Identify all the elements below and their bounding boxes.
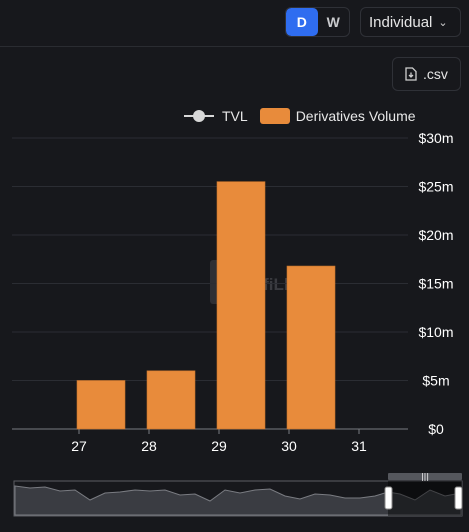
y-tick-label: $5m xyxy=(422,373,449,389)
bar-derivatives-volume xyxy=(216,181,266,430)
csv-label: .csv xyxy=(423,66,448,82)
y-tick-label: $10m xyxy=(418,324,453,340)
y-tick-label: $15m xyxy=(418,276,453,292)
y-tick-label: $0 xyxy=(428,421,444,437)
brush-selection[interactable] xyxy=(388,481,462,516)
chart-legend: TVL Derivatives Volume xyxy=(184,106,428,126)
brush-right-handle[interactable] xyxy=(454,486,463,510)
daily-toggle-button[interactable]: D xyxy=(286,8,318,36)
x-tick-label: 31 xyxy=(351,438,367,454)
mode-select-value: Individual xyxy=(369,13,433,31)
y-tick-label: $20m xyxy=(418,227,453,243)
brush-left-handle[interactable] xyxy=(384,486,393,510)
weekly-toggle-button[interactable]: W xyxy=(326,14,340,30)
top-toolbar: D W Individual ⌄ xyxy=(0,0,469,47)
legend-label-tvl: TVL xyxy=(222,108,248,124)
mode-select[interactable]: Individual ⌄ xyxy=(360,7,461,37)
legend-label-derivatives-volume: Derivatives Volume xyxy=(295,108,416,124)
x-tick-label: 29 xyxy=(211,438,227,454)
bar-derivatives-volume xyxy=(146,370,196,430)
file-download-icon xyxy=(405,67,417,81)
x-tick-label: 30 xyxy=(281,438,297,454)
granularity-toggle: D W xyxy=(285,7,350,37)
x-tick-label: 27 xyxy=(71,438,87,454)
bar-derivatives-volume xyxy=(76,380,126,430)
download-csv-button[interactable]: .csv xyxy=(392,57,461,91)
legend-item-tvl[interactable]: TVL xyxy=(184,108,248,124)
range-brush[interactable]: ||| xyxy=(0,470,469,520)
bar-series-swatch xyxy=(259,108,290,124)
brush-preview-area xyxy=(14,485,462,516)
y-tick-label: $30m xyxy=(418,130,453,146)
legend-item-derivatives-volume[interactable]: Derivatives Volume xyxy=(259,108,416,124)
y-tick-label: $25m xyxy=(418,179,453,195)
grip-icon: ||| xyxy=(421,472,429,481)
chevron-down-icon: ⌄ xyxy=(438,16,448,29)
line-series-icon xyxy=(184,109,214,123)
brush-move-handle[interactable] xyxy=(388,473,462,480)
bar-derivatives-volume xyxy=(286,265,336,430)
x-tick-label: 28 xyxy=(141,438,157,454)
